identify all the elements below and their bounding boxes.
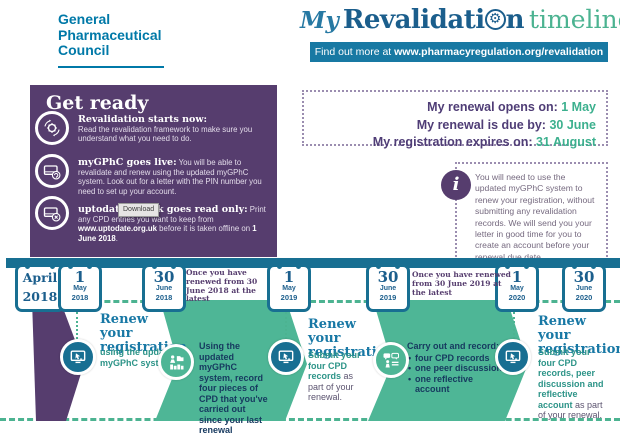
- item-body: You will be able to revalidate and renew…: [78, 158, 262, 196]
- computer-icon: [268, 339, 304, 375]
- get-ready-item-1: Revalidation starts now: Read the revali…: [78, 115, 272, 144]
- computer-icon: [60, 339, 96, 375]
- device-offline-icon: [43, 207, 61, 222]
- note-renewed-2019: Once you have renewed from 30 June 2019 …: [412, 270, 511, 297]
- find-out-more-banner: Find out more at www.pharmacyregulation.…: [310, 42, 608, 62]
- note-renewed-2018: Once you have renewed from 30 June 2018 …: [186, 268, 258, 304]
- connector-may-2020: [513, 312, 515, 339]
- revalidation-starts-icon: [35, 111, 69, 145]
- calendar-1-may-2019: 1 May 2019: [267, 258, 311, 312]
- band2-text: Carry out and record: four CPD records o…: [407, 341, 507, 395]
- calendar-30-june-2019: 30 June 2019: [366, 258, 410, 312]
- item-lead: Revalidation starts now:: [78, 114, 208, 125]
- step2-body: Submit your four CPD records as part of …: [308, 350, 361, 402]
- calendar-30-june-2018: 30 June 2018: [142, 258, 186, 312]
- renewal-row: My registration expires on: 31 August: [372, 135, 596, 149]
- step1-subtext: using the updated myGPhC system: [100, 347, 178, 368]
- record-cpd-icon: [158, 344, 194, 380]
- timeline-dashed-line-top: [15, 300, 620, 303]
- peer-discussion-icon: [373, 342, 409, 378]
- banner-prefix: Find out more at: [314, 46, 395, 58]
- get-ready-panel: Get ready Revalidation starts now: Read …: [30, 85, 277, 257]
- device-refresh-icon: [43, 165, 61, 180]
- info-icon: i: [441, 170, 471, 200]
- info-note: You will need to use the updated myGPhC …: [455, 162, 608, 262]
- get-ready-heading: Get ready: [46, 92, 149, 114]
- gear-arrows-icon: [44, 119, 60, 137]
- calendar-30-june-2020: 30 June 2020: [562, 258, 606, 312]
- computer-icon: [495, 339, 531, 375]
- revalidation-gear-icon: ⚙: [484, 9, 506, 30]
- timeline-bar: [6, 258, 620, 268]
- get-ready-item-2: myGPhC goes live: You will be able to re…: [78, 158, 272, 196]
- timeline-dashed-line-bottom: [0, 418, 620, 421]
- renewal-dates-panel: My renewal opens on: 1 May My renewal is…: [302, 90, 608, 149]
- connector-may-2018: [76, 312, 78, 339]
- logo-line: General: [58, 11, 111, 27]
- download-tooltip: Download: [118, 203, 160, 217]
- item-body: Read the revalidation framework to make …: [78, 124, 253, 144]
- step3-body: Submit your four CPD records, peer discu…: [538, 347, 604, 420]
- title-timeline: timeline: [529, 5, 620, 34]
- item-body: Print any CPD entries you want to keep f…: [78, 205, 266, 243]
- band2-lead: Carry out and record:: [407, 341, 500, 351]
- step3-heading: Renew your registration: [538, 314, 620, 357]
- title-main-pre: Revalidati: [342, 5, 485, 35]
- item-lead: uptodate.org.uk goes read only:: [78, 204, 248, 215]
- band1-text: Using the updated myGPhC system, record …: [199, 341, 268, 435]
- connector-may-2019: [285, 312, 287, 339]
- renewal-row: My renewal is due by: 30 June: [416, 117, 596, 132]
- calendar-1-may-2018: 1 May 2018: [58, 258, 102, 312]
- logo-line: Council: [58, 42, 110, 58]
- item-lead: myGPhC goes live:: [78, 157, 177, 168]
- uptodate-read-only-icon: [35, 196, 69, 230]
- get-ready-item-3: uptodate.org.uk goes read only: Print an…: [78, 205, 272, 243]
- mygphc-goes-live-icon: [35, 154, 69, 188]
- logo-line: Pharmaceutical: [58, 26, 162, 43]
- banner-url-link[interactable]: www.pharmacyregulation.org/revalidation: [394, 46, 604, 58]
- title-main-post: n: [505, 5, 525, 35]
- band2-bullets: four CPD records one peer discussion one…: [407, 353, 507, 395]
- info-text: You will need to use the updated myGPhC …: [475, 172, 595, 262]
- gphc-logo: General Pharmaceutical Council: [58, 11, 164, 68]
- renewal-row: My renewal opens on: 1 May: [427, 100, 596, 114]
- title-my: My: [300, 7, 339, 34]
